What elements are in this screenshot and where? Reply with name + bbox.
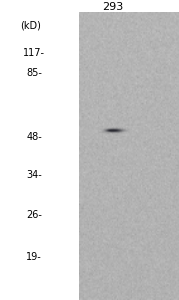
Text: 117-: 117-: [23, 47, 45, 58]
Text: 293: 293: [102, 2, 123, 13]
Text: 19-: 19-: [26, 251, 42, 262]
Text: 85-: 85-: [26, 68, 42, 79]
Text: 34-: 34-: [26, 170, 42, 181]
Text: (kD): (kD): [20, 20, 41, 31]
Text: 26-: 26-: [26, 209, 42, 220]
Text: 48-: 48-: [26, 131, 42, 142]
